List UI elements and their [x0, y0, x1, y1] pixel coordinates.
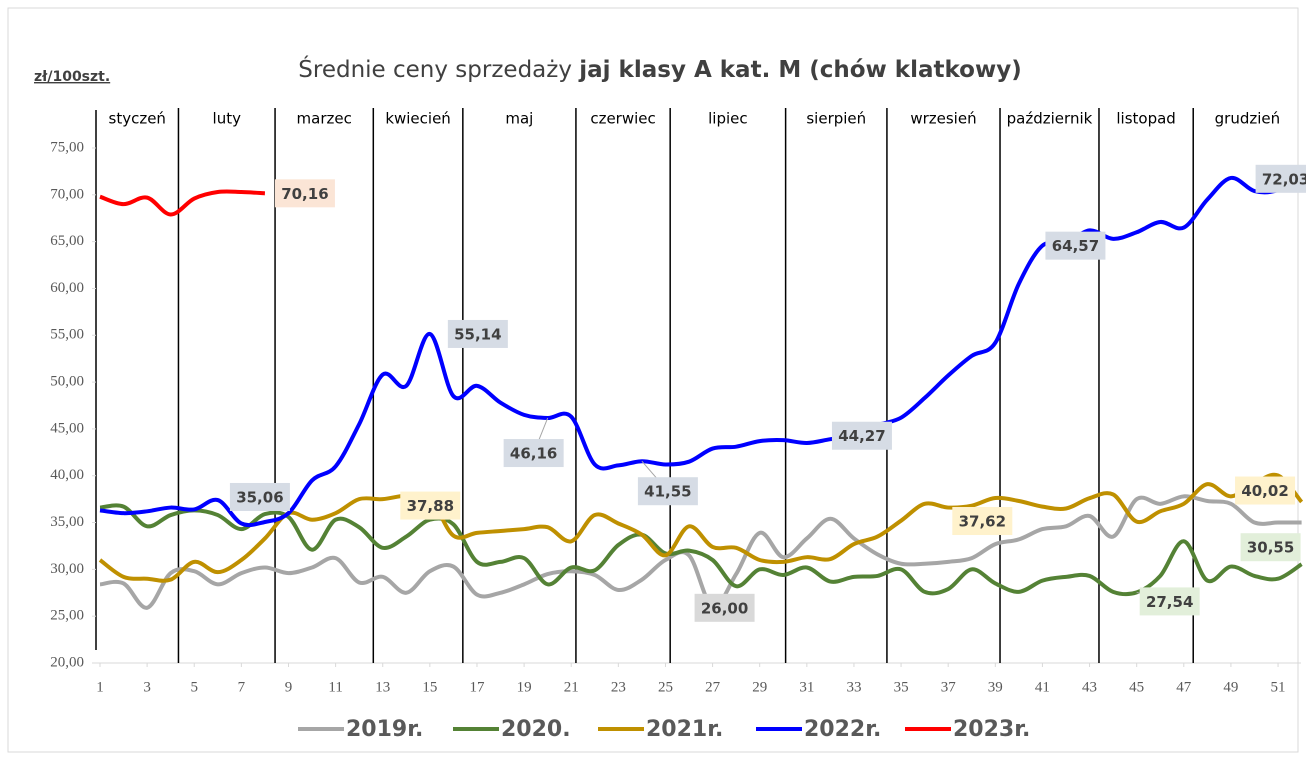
data-label: 27,54 — [1146, 593, 1193, 611]
legend-label: 2023r. — [953, 717, 1030, 742]
data-label: 26,00 — [701, 599, 748, 617]
x-tick-label: 49 — [1223, 679, 1238, 695]
x-tick-label: 43 — [1082, 679, 1097, 695]
x-tick-label: 51 — [1271, 679, 1286, 695]
x-tick-label: 33 — [846, 679, 861, 695]
x-tick-label: 45 — [1129, 679, 1144, 695]
month-label: sierpień — [806, 110, 866, 128]
legend-label: 2019r. — [346, 717, 423, 742]
label-box — [1045, 231, 1106, 260]
y-axis-label: zł/100szt. — [34, 69, 110, 85]
y-tick-label: 75,00 — [50, 139, 84, 155]
month-label: lipiec — [708, 110, 748, 128]
x-tick-label: 3 — [143, 679, 151, 695]
month-label: maj — [505, 110, 533, 128]
x-tick-label: 39 — [988, 679, 1003, 695]
x-tick-label: 35 — [894, 679, 909, 695]
x-tick-label: 19 — [517, 679, 532, 695]
data-label: 44,27 — [838, 427, 885, 445]
series-line — [99, 189, 266, 217]
label-box — [503, 439, 564, 468]
label-box — [952, 507, 1013, 536]
y-tick-label: 55,00 — [50, 327, 84, 343]
label-box — [400, 491, 461, 520]
label-box — [447, 319, 508, 348]
label-box — [1255, 164, 1306, 193]
x-tick-label: 23 — [611, 679, 626, 695]
x-tick-label: 31 — [799, 679, 814, 695]
label-box — [1139, 587, 1200, 616]
x-tick-label: 5 — [190, 679, 198, 695]
y-tick-label: 40,00 — [50, 467, 84, 483]
label-box — [694, 593, 755, 622]
y-tick-label: 30,00 — [50, 561, 84, 577]
x-tick-label: 37 — [941, 679, 957, 695]
y-tick-label: 45,00 — [50, 420, 84, 436]
legend-label: 2021r. — [646, 717, 723, 742]
data-label: 40,02 — [1241, 482, 1288, 500]
label-box — [274, 179, 335, 208]
y-tick-label: 50,00 — [50, 374, 84, 390]
data-label: 46,16 — [510, 445, 557, 463]
series-line — [99, 503, 1303, 597]
legend-label: 2020. — [501, 717, 571, 742]
label-box — [1235, 476, 1296, 505]
month-label: październik — [1007, 110, 1093, 128]
label-box — [637, 477, 698, 506]
x-tick-label: 41 — [1035, 679, 1050, 695]
data-label: 41,55 — [644, 483, 691, 501]
x-tick-label: 7 — [238, 679, 246, 695]
series-line — [99, 494, 1302, 610]
y-tick-label: 65,00 — [50, 233, 84, 249]
x-tick-label: 13 — [375, 679, 390, 695]
month-label: listopad — [1116, 110, 1175, 128]
data-label: 72,03 — [1262, 170, 1306, 188]
x-tick-label: 9 — [285, 679, 293, 695]
data-label: 70,16 — [281, 185, 328, 203]
y-tick-label: 60,00 — [50, 280, 84, 296]
month-label: czerwiec — [590, 110, 655, 128]
chart-frame — [7, 7, 1299, 753]
legend-label: 2022r. — [804, 717, 881, 742]
y-tick-label: 70,00 — [50, 186, 84, 202]
label-box — [831, 421, 892, 450]
month-label: grudzień — [1215, 110, 1281, 128]
x-tick-label: 17 — [469, 679, 485, 695]
y-tick-label: 25,00 — [50, 608, 84, 624]
x-tick-label: 47 — [1176, 679, 1192, 695]
data-label: 35,06 — [236, 488, 283, 506]
month-label: luty — [213, 110, 242, 128]
data-label: 30,55 — [1247, 539, 1294, 557]
data-label: 64,57 — [1052, 237, 1099, 255]
x-tick-label: 11 — [328, 679, 342, 695]
series-line — [98, 472, 1304, 583]
y-tick-label: 35,00 — [50, 514, 84, 530]
label-box — [229, 482, 290, 511]
x-tick-label: 21 — [564, 679, 579, 695]
x-tick-label: 29 — [752, 679, 767, 695]
y-tick-label: 20,00 — [50, 654, 84, 670]
x-tick-label: 25 — [658, 679, 673, 695]
month-label: marzec — [297, 110, 352, 128]
month-label: styczeń — [109, 110, 166, 128]
label-box — [1240, 533, 1301, 562]
data-label: 55,14 — [454, 325, 501, 343]
month-label: kwiecień — [385, 110, 451, 128]
chart-title: Średnie ceny sprzedaży jaj klasy A kat. … — [298, 55, 1021, 83]
title-regular: Średnie ceny sprzedaży — [298, 55, 572, 83]
month-label: wrzesień — [910, 110, 976, 128]
x-tick-label: 27 — [705, 679, 721, 695]
data-label: 37,62 — [959, 513, 1006, 531]
x-tick-label: 15 — [422, 679, 437, 695]
title-bold: jaj klasy A kat. M (chów klatkowy) — [578, 57, 1021, 83]
data-label: 37,88 — [407, 497, 454, 515]
x-tick-label: 1 — [96, 679, 104, 695]
